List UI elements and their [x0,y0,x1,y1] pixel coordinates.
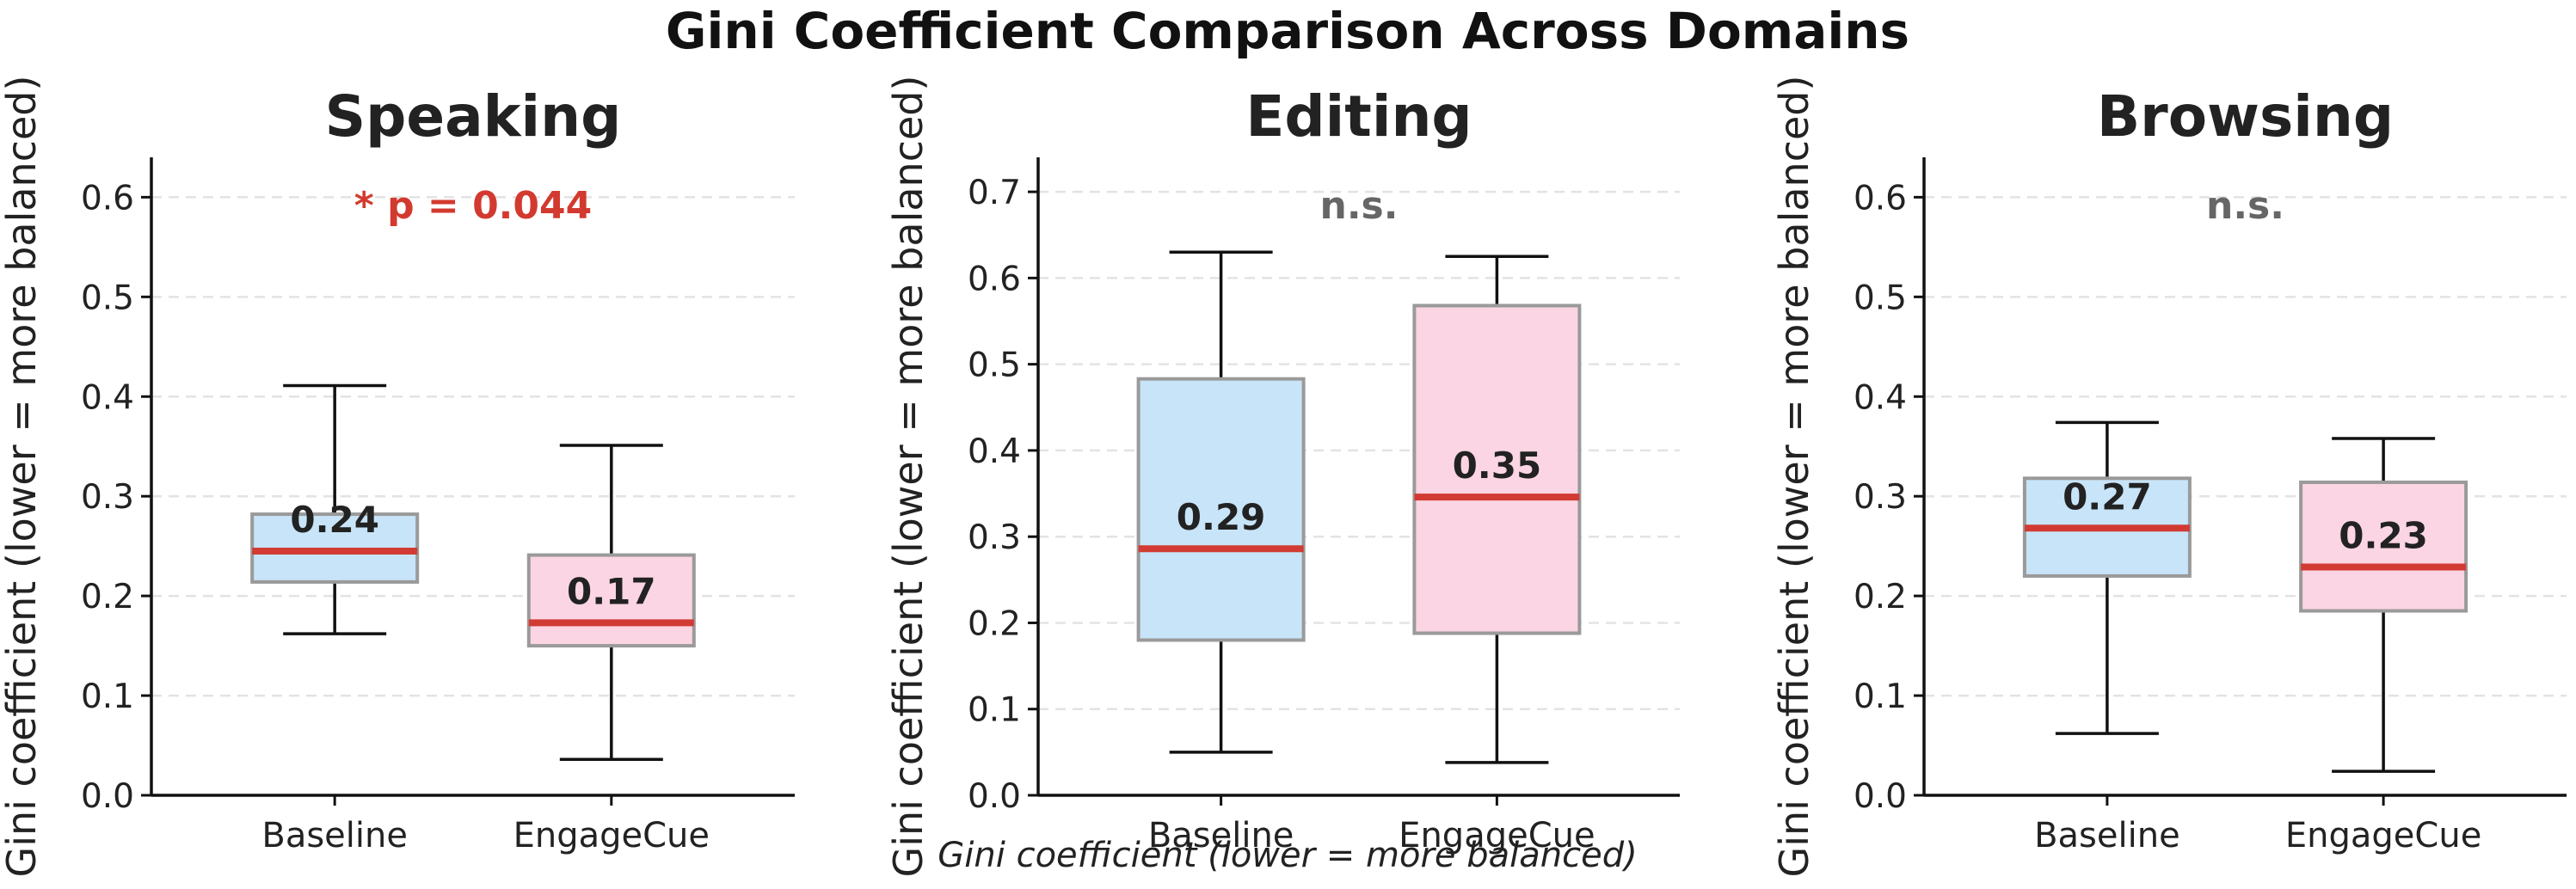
median-label: 0.35 [1453,444,1542,487]
y-tick-label: 0.6 [1854,179,1907,218]
x-tick-label: EngageCue [2285,816,2481,855]
panel-title: Speaking [325,83,622,150]
figure-title: Gini Coefficient Comparison Across Domai… [666,2,1909,60]
box-engagecue: 0.17 EngageCue [513,444,710,855]
y-tick-label: 0.2 [1854,578,1907,616]
significance-annotation: * p = 0.044 [354,184,593,228]
panel-title: Browsing [2097,83,2394,150]
box-body [1136,377,1306,642]
y-tick-label: 0.0 [81,777,134,816]
y-tick-label: 0.4 [81,378,134,417]
y-tick-label: 0.0 [1854,777,1907,816]
box-body [1412,303,1582,635]
panels: 0.0 0.1 0.2 0.3 0.4 0.5 0.6 Gini coefficient (l… [0,76,2567,878]
y-tick-label: 0.0 [968,777,1021,816]
y-tick-label: 0.3 [81,478,134,517]
y-tick-label: 0.3 [1854,478,1907,517]
panel-speaking: 0.0 0.1 0.2 0.3 0.4 0.5 0.6 Gini coefficient (l… [0,76,795,878]
median-label: 0.23 [2339,515,2428,557]
y-tick-label: 0.6 [968,260,1021,298]
y-tick-label: 0.5 [1854,279,1907,317]
figure-footer: Gini coefficient (lower = more balanced) [938,836,1637,875]
y-tick-label: 0.2 [81,578,134,616]
y-axis-label: Gini coefficient (lower = more balanced) [0,76,45,878]
significance-annotation: n.s. [2206,184,2284,228]
box-engagecue: 0.35 EngageCue [1399,254,1595,855]
y-tick-label: 0.5 [968,346,1021,385]
y-tick-label: 0.5 [81,279,134,317]
box-baseline: 0.24 Baseline [250,383,420,855]
y-tick-label: 0.1 [81,677,134,716]
panel-title: Editing [1245,83,1472,150]
x-tick-label: Baseline [1148,816,1294,855]
y-tick-label: 0.6 [81,179,134,218]
box-body [526,553,696,648]
y-tick-label: 0.3 [968,518,1021,557]
x-tick-label: Baseline [2034,816,2180,855]
y-axis-label: Gini coefficient (lower = more balanced) [1771,76,1817,878]
box-engagecue: 0.23 EngageCue [2285,437,2481,855]
y-tick-label: 0.1 [1854,677,1907,716]
y-tick-label: 0.2 [968,604,1021,643]
median-label: 0.27 [2063,475,2152,518]
median-label: 0.17 [567,570,656,612]
y-tick-label: 0.7 [968,174,1021,212]
box-baseline: 0.27 Baseline [2022,420,2192,855]
significance-annotation: n.s. [1320,184,1399,228]
median-label: 0.29 [1177,496,1266,538]
box-body [2299,480,2468,613]
x-tick-label: Baseline [261,816,408,855]
y-axis-label: Gini coefficient (lower = more balanced) [885,76,931,878]
y-tick-label: 0.1 [968,691,1021,730]
x-tick-label: EngageCue [513,816,710,855]
y-tick-label: 0.4 [968,432,1021,471]
panel-browsing: 0.0 0.1 0.2 0.3 0.4 0.5 0.6 Gini coefficient (l… [1771,76,2567,878]
x-tick-label: EngageCue [1399,816,1595,855]
box-baseline: 0.29 Baseline [1136,250,1306,855]
y-tick-label: 0.4 [1854,378,1907,417]
median-label: 0.24 [290,499,379,541]
panel-editing: 0.0 0.1 0.2 0.3 0.4 0.5 0.6 0.7 Gini coefficient… [885,76,1680,878]
